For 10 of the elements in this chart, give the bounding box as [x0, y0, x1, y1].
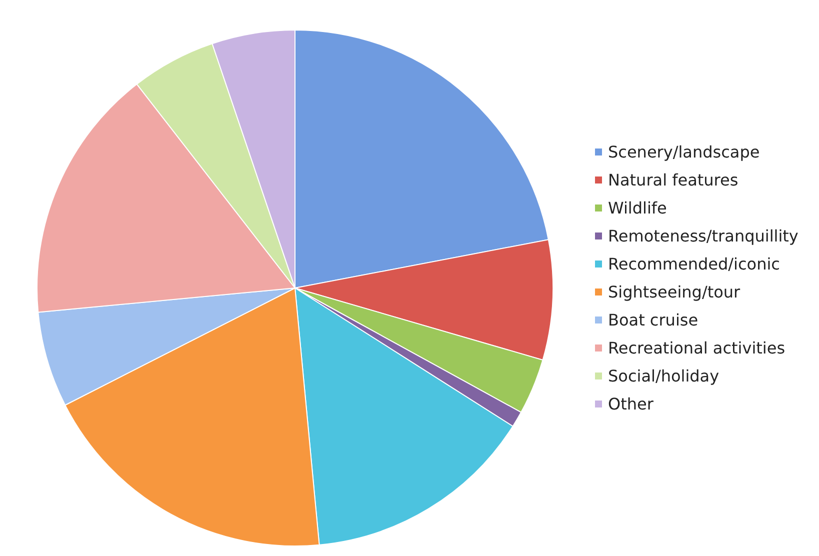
legend-label: Scenery/landscape [608, 142, 760, 162]
legend-label: Boat cruise [608, 310, 698, 330]
legend-label: Recreational activities [608, 338, 786, 358]
legend-label: Wildlife [608, 198, 667, 218]
legend-label: Social/holiday [608, 366, 720, 386]
legend-label: Sightseeing/tour [608, 282, 741, 302]
legend-label: Remoteness/tranquillity [608, 226, 798, 246]
legend-label: Natural features [608, 170, 738, 190]
legend-label: Recommended/iconic [608, 254, 780, 274]
legend-label: Other [608, 394, 654, 414]
